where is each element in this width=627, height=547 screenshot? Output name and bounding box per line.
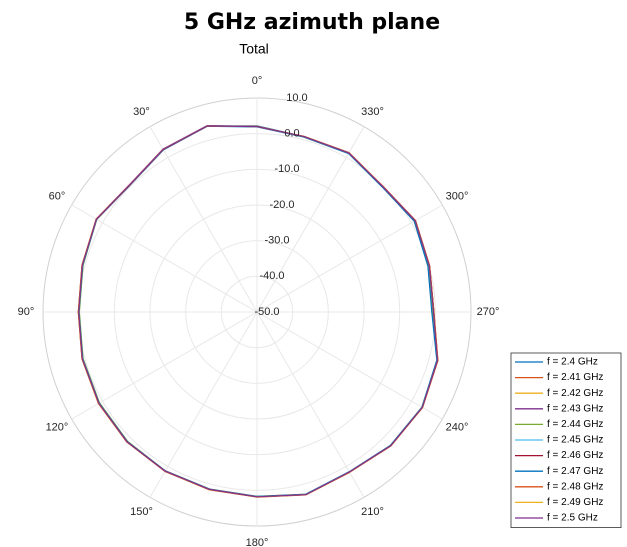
theta-tick-label: 270° xyxy=(477,306,500,318)
theta-tick-label: 30° xyxy=(133,106,150,118)
legend-label: f = 2.47 GHz xyxy=(547,466,603,477)
r-tick-label: -40.0 xyxy=(259,270,284,282)
chart-title: 5 GHz azimuth plane xyxy=(184,10,440,35)
grid-spoke xyxy=(256,126,365,313)
theta-tick-label: 240° xyxy=(446,421,469,433)
theta-tick-label: 210° xyxy=(361,506,384,518)
legend-label: f = 2.45 GHz xyxy=(547,435,603,446)
r-tick-label: 0.0 xyxy=(284,128,299,140)
grid-spoke xyxy=(256,311,365,498)
theta-tick-label: 60° xyxy=(49,190,66,202)
legend-label: f = 2.4 GHz xyxy=(547,357,598,368)
theta-tick-label: 180° xyxy=(246,537,269,547)
theta-tick-label: 0° xyxy=(252,75,263,87)
legend-label: f = 2.48 GHz xyxy=(547,481,603,492)
legend-label: f = 2.44 GHz xyxy=(547,419,603,430)
r-tick-label: 10.0 xyxy=(286,92,307,104)
legend-label: f = 2.42 GHz xyxy=(547,388,603,399)
legend-label: f = 2.43 GHz xyxy=(547,403,603,414)
r-tick-label: -50.0 xyxy=(254,306,279,318)
chart-subtitle: Total xyxy=(239,41,269,57)
theta-tick-label: 150° xyxy=(130,506,153,518)
theta-tick-label: 300° xyxy=(446,190,469,202)
theta-tick-label: 330° xyxy=(361,106,384,118)
grid-spoke xyxy=(149,311,258,498)
r-tick-label: -30.0 xyxy=(264,235,289,247)
theta-tick-label: 90° xyxy=(18,306,35,318)
grid-spoke xyxy=(149,126,258,313)
legend-label: f = 2.49 GHz xyxy=(547,497,603,508)
grid-spoke xyxy=(256,311,443,420)
grid-spoke xyxy=(256,204,443,313)
grid-spoke xyxy=(71,204,258,313)
legend-label: f = 2.5 GHz xyxy=(547,513,598,524)
legend-label: f = 2.41 GHz xyxy=(547,372,603,383)
r-tick-label: -10.0 xyxy=(274,163,299,175)
grid-spoke xyxy=(71,311,258,420)
theta-tick-label: 120° xyxy=(46,421,69,433)
legend-label: f = 2.46 GHz xyxy=(547,450,603,461)
r-tick-label: -20.0 xyxy=(269,199,294,211)
series-line xyxy=(78,125,439,498)
